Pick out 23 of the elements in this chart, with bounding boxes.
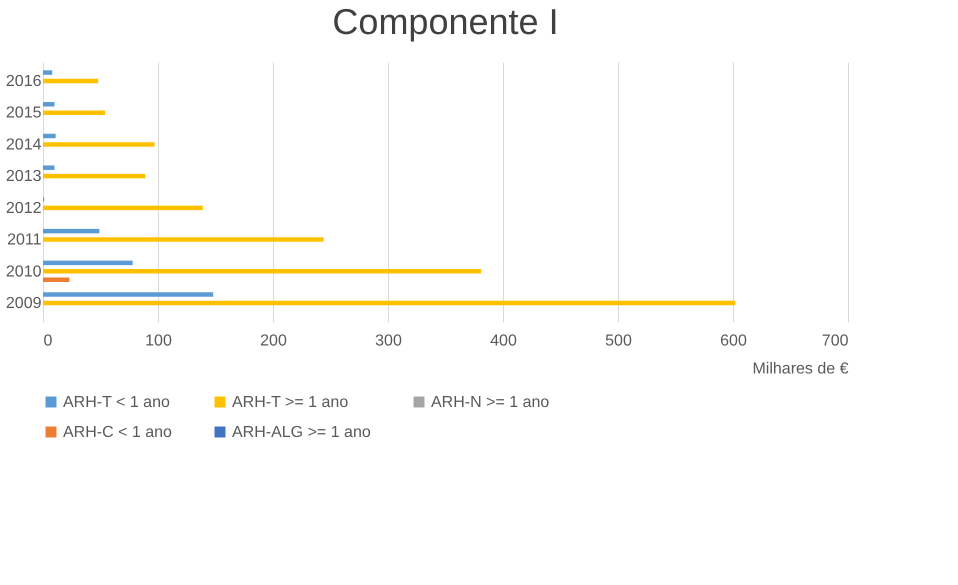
x-tick-label: 500 bbox=[605, 332, 632, 350]
legend-label: ARH-C < 1 ano bbox=[63, 424, 172, 441]
y-tick-label: 2014 bbox=[6, 136, 42, 154]
x-tick-label: 100 bbox=[145, 332, 172, 350]
x-tick-label: 600 bbox=[720, 332, 747, 350]
x-tick-label: 200 bbox=[260, 332, 287, 350]
legend-label: ARH-ALG >= 1 ano bbox=[232, 424, 371, 441]
y-tick-label: 2015 bbox=[6, 104, 42, 122]
y-tick-label: 2012 bbox=[6, 200, 42, 217]
x-tick-label: 0 bbox=[44, 332, 52, 350]
chart-title: Componente I bbox=[332, 1, 559, 42]
x-axis-title: Milhares de € bbox=[752, 360, 849, 378]
legend-label: ARH-N >= 1 ano bbox=[431, 394, 550, 411]
y-tick-label: 2013 bbox=[6, 168, 42, 186]
y-tick-label: 2009 bbox=[6, 294, 42, 312]
x-tick-label: 700 bbox=[822, 332, 849, 350]
legend-label: ARH-T < 1 ano bbox=[63, 394, 170, 411]
legend-label: ARH-T >= 1 ano bbox=[232, 394, 348, 411]
x-tick-label: 300 bbox=[375, 332, 402, 350]
y-tick-label: 2010 bbox=[6, 263, 42, 280]
y-tick-label: 2011 bbox=[7, 232, 42, 249]
y-tick-label: 2016 bbox=[6, 73, 42, 90]
x-tick-label: 400 bbox=[490, 332, 517, 350]
